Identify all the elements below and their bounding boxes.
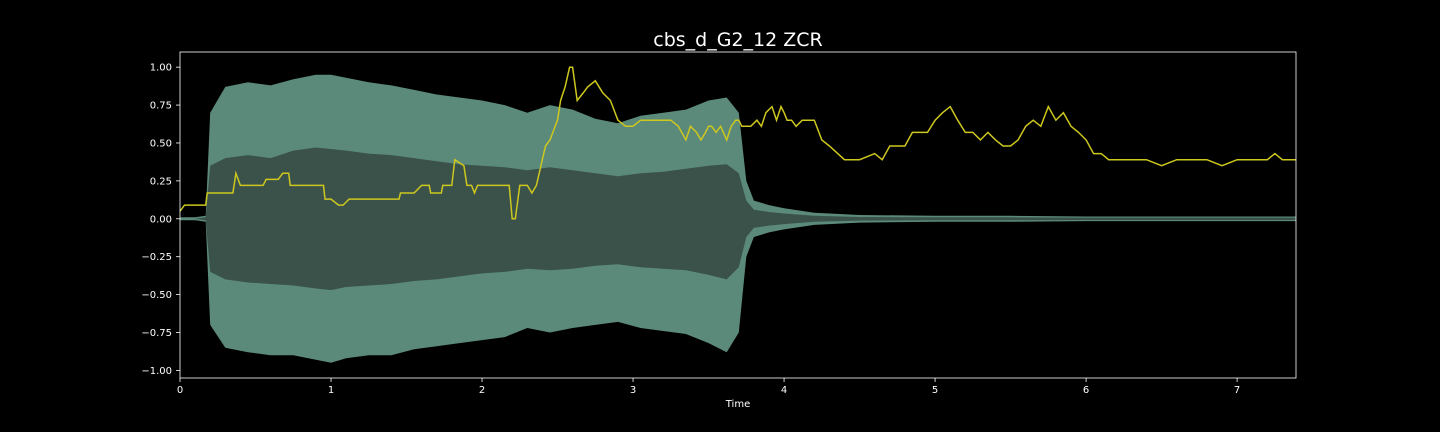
y-tick-label: −1.00 <box>141 366 172 377</box>
x-tick-label: 3 <box>630 385 636 396</box>
x-axis-ticks: 0 1 2 3 4 5 6 7 <box>177 378 1240 396</box>
axes-frame <box>179 51 1297 379</box>
y-tick-label: 0.00 <box>150 214 172 225</box>
y-tick-label: 0.50 <box>150 138 172 149</box>
x-axis-label: Time <box>725 399 750 410</box>
y-tick-label: −0.50 <box>141 290 172 301</box>
plot-area <box>179 66 1296 363</box>
y-tick-label: 0.25 <box>150 176 172 187</box>
x-tick-label: 1 <box>328 385 334 396</box>
x-tick-label: 6 <box>1083 385 1089 396</box>
y-tick-label: −0.25 <box>141 252 172 263</box>
zcr-series-line <box>179 66 1296 220</box>
x-tick-label: 2 <box>479 385 485 396</box>
y-tick-label: −0.75 <box>141 328 172 339</box>
y-tick-label: 1.00 <box>150 63 172 74</box>
waveform-envelope-inner <box>180 147 1296 291</box>
y-tick-label: 0.75 <box>150 101 172 112</box>
x-tick-label: 5 <box>932 385 938 396</box>
chart-title: cbs_d_G2_12 ZCR <box>653 29 822 51</box>
y-axis-ticks: 1.00 0.75 0.50 0.25 0.00 −0.25 −0.50 −0.75 −1.00 <box>141 63 180 377</box>
x-tick-label: 4 <box>781 385 787 396</box>
x-tick-label: 7 <box>1234 385 1240 396</box>
x-tick-label: 0 <box>177 385 183 396</box>
